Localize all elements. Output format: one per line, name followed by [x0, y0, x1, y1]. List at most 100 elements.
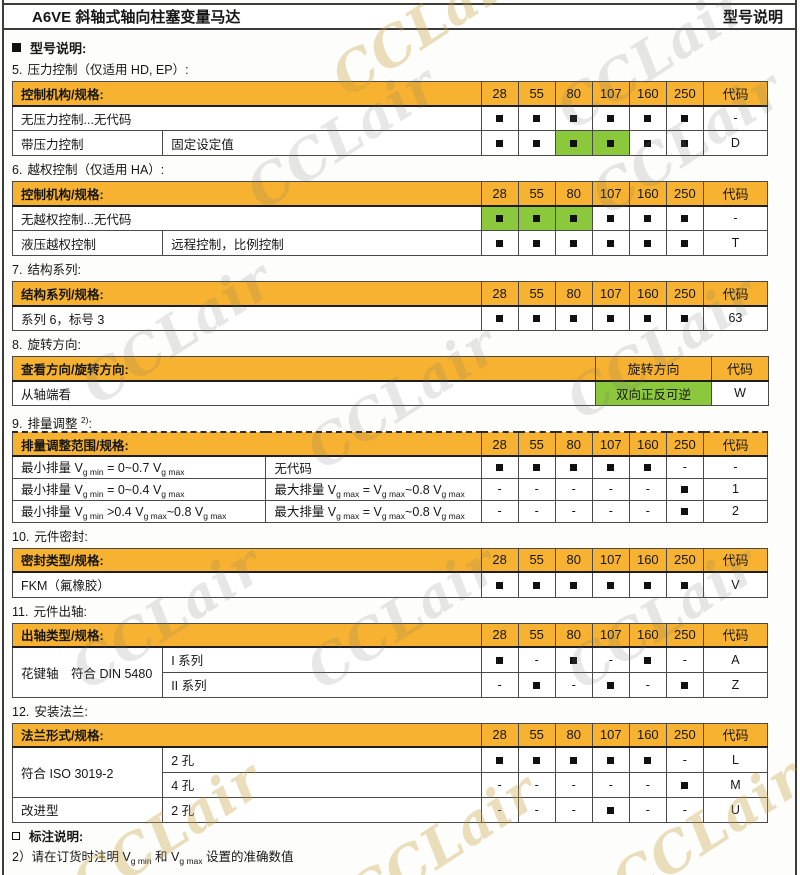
table-header-row: 排量调整范围/规格: 28 55 80 107 160 250 代码 [12, 431, 769, 457]
not-available-dash: - [608, 777, 613, 792]
size-column-header: 28 [480, 431, 519, 457]
availability-cell [665, 477, 704, 501]
spec-row: 从轴端看 双向正反可逆 W [12, 380, 769, 406]
availability-cell [480, 746, 519, 773]
not-available-dash: - [534, 504, 539, 518]
size-column-header: 160 [628, 622, 667, 648]
available-square-icon [681, 215, 689, 223]
availability-cell: - [628, 499, 667, 523]
availability-cell [628, 230, 667, 256]
spec-row: 系列 6，标号 3 63 [12, 305, 769, 331]
code-cell: M [702, 771, 769, 798]
available-square-icon [496, 315, 504, 323]
code-column-header: 代码 [702, 622, 769, 648]
available-square-icon [533, 681, 541, 689]
section-title-text: 结构系列: [27, 263, 81, 277]
size-column-header: 28 [480, 547, 519, 573]
availability-cell: - [665, 455, 704, 479]
section-heading-12: 12. 安装法兰: [12, 704, 800, 721]
availability-cell [480, 130, 519, 156]
row-label: 符合 ISO 3019-2 [11, 746, 164, 798]
not-available-dash: - [534, 802, 539, 817]
spec-table-12: 法兰形式/规格: 28 55 80 107 160 250 代码 符合 ISO 3019-2 2 … [11, 722, 769, 823]
footnote-2: 2）请在订货时注明 Vg min 和 Vg max 设置的准确数值 [12, 849, 294, 866]
available-square-icon [644, 240, 652, 248]
size-column-header: 28 [480, 181, 519, 207]
code-cell: T [702, 230, 769, 256]
row-label: 从轴端看 [12, 380, 596, 406]
size-column-header: 80 [554, 622, 593, 648]
row-label-header: 出轴类型/规格: [12, 622, 482, 648]
table-header-row: 出轴类型/规格: 28 55 80 107 160 250 代码 [12, 622, 769, 648]
availability-cell [480, 571, 519, 598]
row-label: 无压力控制...无代码 [12, 105, 482, 131]
size-column-header: 250 [665, 431, 704, 457]
size-column-header: 250 [665, 181, 704, 207]
table-header-row: 结构系列/规格: 28 55 80 107 160 250 代码 [12, 281, 769, 307]
size-column-header: 160 [628, 81, 667, 107]
availability-cell [665, 571, 704, 598]
row-sublabel: 2 孔 [162, 746, 482, 773]
not-available-dash: - [682, 752, 687, 767]
availability-cell: - [628, 771, 667, 798]
availability-cell [554, 230, 593, 256]
availability-cell: - [480, 671, 519, 698]
available-square-icon [607, 315, 615, 323]
row-label: 系列 6，标号 3 [12, 305, 482, 331]
code-column-header: 代码 [711, 356, 769, 382]
spec-table-11: 出轴类型/规格: 28 55 80 107 160 250 代码 花键轴 符合 DIN 5480… [11, 622, 769, 698]
section-number: 6. [12, 163, 23, 177]
size-column-header: 80 [554, 181, 593, 207]
size-column-header: 28 [480, 81, 519, 107]
availability-cell [665, 105, 704, 131]
availability-cell [591, 455, 630, 479]
size-column-header: 160 [628, 281, 667, 307]
not-available-dash: - [608, 504, 613, 518]
not-available-dash: - [571, 802, 576, 817]
availability-cell: - [554, 477, 593, 501]
availability-cell [665, 499, 704, 523]
section-heading-10: 10. 元件密封: [12, 529, 800, 546]
row-sublabel: 固定设定值 [162, 130, 482, 156]
section-title-text: 排量调整 2): [27, 415, 92, 432]
spec-row: 无压力控制...无代码 - [12, 105, 769, 131]
size-column-header: 80 [554, 431, 593, 457]
row-sublabel: 4 孔 [162, 771, 482, 798]
spec-row: 改进型 2 孔-----U [11, 796, 769, 823]
code-cell: A [702, 646, 769, 673]
availability-cell [554, 455, 593, 479]
size-column-header: 107 [591, 722, 630, 748]
code-cell: 63 [702, 305, 769, 331]
availability-cell: - [480, 796, 519, 823]
available-square-icon [496, 656, 504, 664]
available-square-icon [533, 464, 541, 472]
size-column-header: 55 [517, 622, 556, 648]
availability-cell: - [554, 499, 593, 523]
availability-cell: - [591, 477, 630, 501]
section-heading-6: 6. 越权控制（仅适用 HA）: [12, 162, 800, 179]
row-label-header: 控制机构/规格: [12, 181, 482, 207]
spec-row: 最小排量 Vg min >0.4 Vg max~0.8 Vg max 最大排量 V… [11, 499, 769, 523]
available-square-icon [496, 464, 504, 472]
availability-cell [628, 746, 667, 773]
available-square-icon [496, 115, 504, 123]
available-square-icon [644, 581, 652, 589]
available-square-icon [533, 315, 541, 323]
size-column-header: 80 [554, 722, 593, 748]
availability-cell [517, 305, 556, 331]
availability-cell [665, 130, 704, 156]
code-cell: U [702, 796, 769, 823]
code-cell: 1 [702, 477, 769, 501]
not-available-dash: - [682, 802, 687, 817]
available-square-icon [570, 464, 578, 472]
spec-row: 无越权控制...无代码 - [12, 205, 769, 231]
size-column-header: 80 [554, 547, 593, 573]
availability-cell [628, 305, 667, 331]
spec-row: 液压越权控制 远程控制，比例控制 T [11, 230, 769, 256]
availability-cell: - [665, 646, 704, 673]
availability-cell [554, 205, 593, 231]
availability-cell [665, 671, 704, 698]
size-column-header: 160 [628, 547, 667, 573]
intro-heading-label: 型号说明: [30, 41, 87, 56]
available-square-icon [607, 681, 615, 689]
